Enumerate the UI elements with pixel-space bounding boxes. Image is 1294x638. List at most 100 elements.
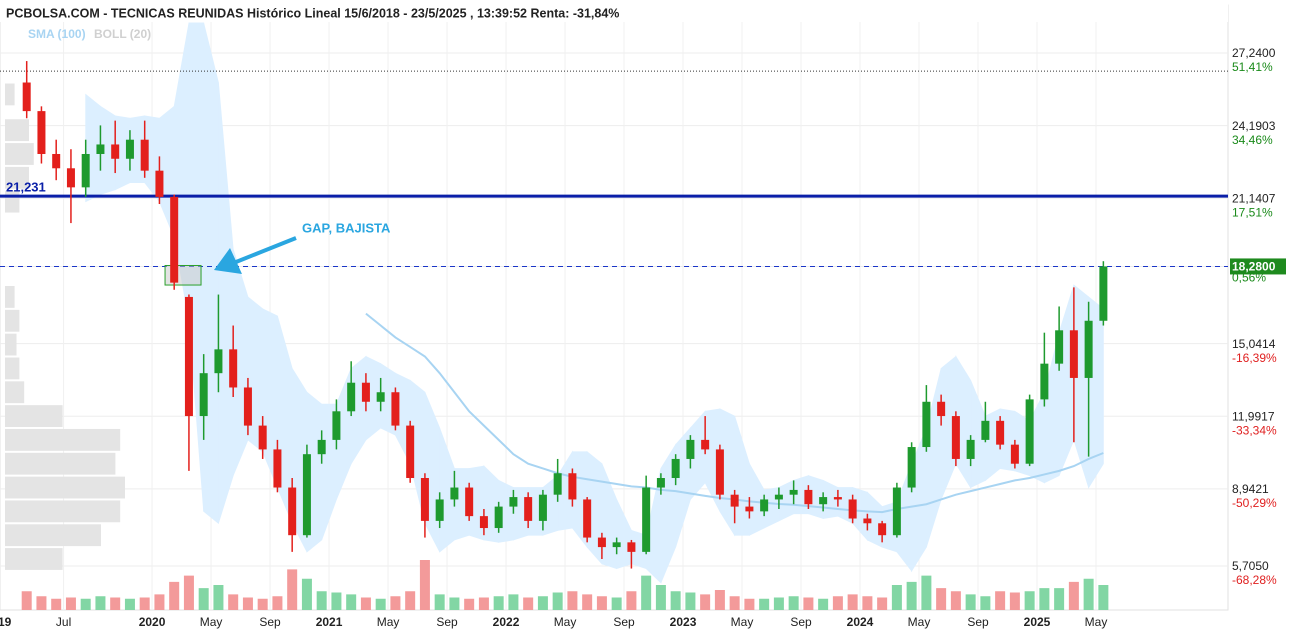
volume-profile-bar (5, 143, 34, 165)
candle-body (612, 542, 621, 548)
volume-bar (449, 597, 460, 610)
candle-body (332, 411, 341, 440)
bollinger-band (203, 22, 219, 525)
volume-bar (272, 596, 283, 610)
candle-body (184, 296, 193, 417)
volume-bar (936, 588, 947, 610)
volume-profile-bar (5, 500, 121, 523)
candle-body (406, 425, 415, 479)
candle-body (140, 139, 149, 171)
volume-profile-bar (5, 309, 20, 332)
candle-body (96, 144, 105, 154)
volume-bar (832, 596, 843, 610)
candle-body (450, 487, 459, 500)
y-percent-label: 34,46% (1232, 133, 1273, 147)
volume-bar (995, 591, 1006, 610)
candle-body (878, 523, 887, 536)
volume-profile-bar (5, 119, 29, 142)
volume-bar (139, 597, 150, 610)
candle-body (465, 487, 474, 517)
volume-bar (847, 594, 858, 610)
candle-body (701, 439, 710, 450)
volume-bar (124, 598, 135, 610)
bollinger-band (778, 479, 795, 522)
candle-body (258, 425, 267, 450)
y-percent-label: -68,28% (1232, 573, 1277, 587)
volume-bar (523, 597, 534, 610)
candle-body (597, 537, 606, 548)
y-tick-label: 8,9421 (1232, 482, 1269, 496)
candle-body (391, 392, 400, 426)
volume-bar (257, 598, 268, 610)
volume-bar (921, 575, 932, 610)
y-percent-label: -50,29% (1232, 496, 1277, 510)
volume-bar (552, 592, 563, 610)
volume-bar (508, 594, 519, 610)
candle-body (288, 487, 297, 536)
candle-body (229, 349, 238, 388)
candle-body (479, 516, 488, 529)
y-tick-label: 21,1407 (1232, 191, 1276, 205)
candle-body (22, 82, 31, 112)
price-highlight (1230, 258, 1286, 275)
volume-bar (360, 597, 371, 610)
volume-bar (965, 594, 976, 610)
volume-bar (242, 597, 253, 610)
candle-body (52, 153, 61, 169)
candle-body (583, 499, 592, 538)
candle-body (568, 473, 577, 500)
volume-bar (434, 594, 445, 610)
volume-bar (788, 596, 799, 610)
volume-bar (110, 597, 121, 610)
candle-body (81, 153, 90, 188)
candle-body (361, 382, 370, 402)
volume-bar (331, 592, 342, 610)
candle-body (170, 196, 179, 283)
y-tick-label: 18,2800 (1232, 260, 1276, 274)
volume-profile-bar (5, 83, 15, 106)
x-tick-label: May (200, 615, 223, 629)
x-tick-label: Sep (436, 615, 458, 629)
x-tick-label: May (377, 615, 400, 629)
volume-profile-bar (5, 381, 25, 404)
volume-bar (744, 598, 755, 610)
volume-bar (36, 596, 47, 610)
volume-profile-bar (5, 405, 63, 427)
volume-bar (891, 585, 902, 610)
legend-sma: SMA (100) (28, 27, 86, 41)
volume-bar (759, 598, 770, 610)
volume-bar (1098, 585, 1109, 610)
y-percent-label: 0,56% (1232, 271, 1266, 285)
volume-profile-bar (5, 286, 15, 308)
candle-body (996, 420, 1005, 445)
volume-bar (154, 594, 165, 610)
arrow-head (214, 248, 242, 274)
candle-body (715, 449, 724, 495)
volume-bar (670, 591, 681, 610)
candle-body (243, 387, 252, 426)
candle-body (1099, 266, 1108, 321)
x-tick-label: Jul (56, 615, 71, 629)
volume-bar (803, 597, 814, 610)
candle-body (819, 497, 828, 505)
y-percent-label: 17,51% (1232, 205, 1273, 219)
volume-bar (301, 578, 312, 610)
candle-body (892, 487, 901, 536)
volume-bar (464, 598, 475, 610)
candle-body (833, 497, 842, 500)
volume-bar (169, 581, 180, 610)
volume-bar (375, 598, 386, 610)
volume-bar (980, 596, 991, 610)
volume-bar (51, 598, 62, 610)
candle-body (760, 499, 769, 512)
volume-bar (818, 598, 829, 610)
y-tick-label: 24,1903 (1232, 119, 1276, 133)
candle-body (1069, 330, 1078, 378)
candle-body (907, 447, 916, 488)
volume-bar (700, 594, 711, 610)
candle-body (789, 489, 798, 495)
volume-profile-bar (5, 333, 17, 356)
reference-line-label: 21,231 (6, 180, 46, 195)
volume-profile-bar (5, 548, 63, 570)
x-tick-label: Sep (790, 615, 812, 629)
